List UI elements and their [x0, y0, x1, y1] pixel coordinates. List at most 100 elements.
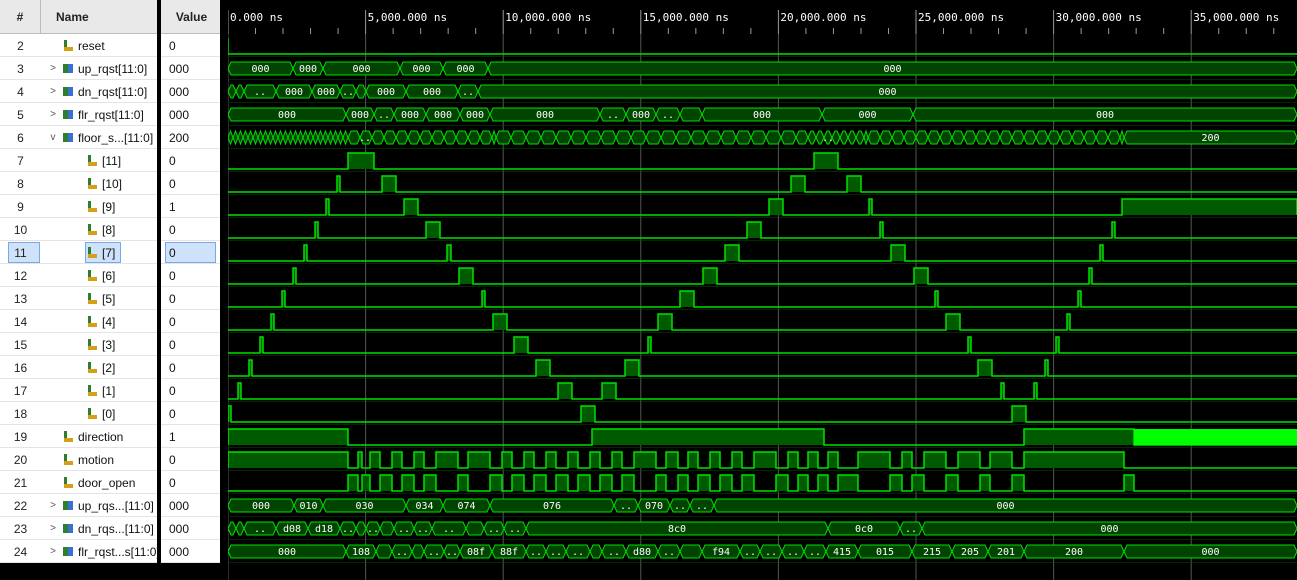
bus-icon	[63, 546, 73, 557]
panel-separator[interactable]	[220, 0, 224, 580]
signal-name-cell[interactable]: [1]	[87, 379, 115, 402]
signal-row-20[interactable]	[0, 448, 157, 471]
bus-segment	[407, 130, 421, 145]
signal-row-22[interactable]	[0, 494, 157, 517]
header-value[interactable]: Value	[160, 0, 224, 34]
row-number: 19	[13, 429, 28, 444]
signal-name-cell[interactable]: [7]	[87, 241, 115, 264]
chevron-right-icon[interactable]: >	[50, 63, 56, 74]
signal-name-cell[interactable]: [5]	[87, 287, 115, 310]
header-name[interactable]: Name	[41, 0, 160, 34]
signal-row-18[interactable]	[0, 402, 157, 425]
signal-name-cell[interactable]: > dn_rqst[11:0]	[47, 80, 147, 103]
signal-name-cell[interactable]: > flr_rqst[11:0]	[47, 103, 144, 126]
signal-name-cell[interactable]: [9]	[87, 195, 115, 218]
signal-row-16[interactable]	[0, 356, 157, 379]
value-cell-bg	[161, 34, 220, 57]
chevron-right-icon[interactable]: >	[50, 500, 56, 511]
signal-row-9[interactable]	[0, 195, 157, 218]
signal-row-19[interactable]	[0, 425, 157, 448]
waveform-canvas[interactable]: 0.000 ns 5,000.000 ns 10,000.000 ns 15,000.…	[228, 0, 1297, 580]
signal-icon	[87, 385, 97, 396]
bus-value-label: 000	[423, 87, 441, 98]
bus-value-label: 201	[997, 547, 1015, 558]
bus-value-label: 000	[753, 110, 771, 121]
motion-high	[666, 452, 678, 468]
floor-bit-pulse	[581, 406, 595, 422]
signal-row-7[interactable]	[0, 149, 157, 172]
signal-name-cell[interactable]: > dn_rqs...[11:0]	[47, 517, 154, 540]
signal-name-cell[interactable]: [0]	[87, 402, 115, 425]
row-number: 9	[17, 199, 24, 214]
chevron-down-icon[interactable]: v	[50, 132, 56, 143]
signal-row-3[interactable]	[0, 57, 157, 80]
bus-value-label: 000	[536, 110, 554, 121]
bus-value-label: ..	[787, 547, 799, 558]
bus-value-label: 000	[252, 501, 270, 512]
signal-row-5[interactable]	[0, 103, 157, 126]
signal-name-cell[interactable]: reset	[63, 34, 105, 57]
signal-name: [11]	[102, 153, 122, 168]
door-open-high	[348, 475, 358, 491]
signal-name-cell[interactable]: [4]	[87, 310, 115, 333]
signal-name: [5]	[102, 291, 116, 306]
signal-name-cell[interactable]: [10]	[87, 172, 122, 195]
chevron-right-icon[interactable]: >	[50, 109, 56, 120]
header-num[interactable]: #	[0, 0, 41, 34]
signal-name-cell[interactable]: [2]	[87, 356, 115, 379]
signal-row-12[interactable]	[0, 264, 157, 287]
signal-row-17[interactable]	[0, 379, 157, 402]
bus-value-label: 000	[299, 64, 317, 75]
bus-value-label: ..	[572, 547, 584, 558]
signal-name-cell[interactable]: [11]	[87, 149, 121, 172]
signal-name-cell[interactable]: [3]	[87, 333, 115, 356]
chevron-right-icon[interactable]: >	[50, 546, 56, 557]
bus-segment	[720, 130, 737, 145]
door-open-high	[838, 475, 858, 491]
signal-name-cell[interactable]: direction	[63, 425, 123, 448]
signal-trace	[228, 313, 1297, 331]
bus-icon	[63, 109, 73, 120]
motion-high	[358, 452, 362, 468]
signal-icon	[63, 477, 73, 488]
signal-icon	[87, 316, 97, 327]
bus-value-label: 000	[317, 87, 335, 98]
bus-segment	[847, 130, 857, 145]
signal-row-4[interactable]	[0, 80, 157, 103]
signal-row-8[interactable]	[0, 172, 157, 195]
signal-name-cell[interactable]: motion	[63, 448, 114, 471]
signal-row-15[interactable]	[0, 333, 157, 356]
signal-name-cell[interactable]: v floor_s...[11:0]	[47, 126, 154, 149]
value-cell-bg	[161, 264, 220, 287]
signal-row-24[interactable]	[0, 540, 157, 563]
door-open-high	[946, 475, 958, 491]
floor-bit-pulse	[1078, 291, 1081, 307]
signal-value: 0	[169, 452, 176, 467]
row-number: 13	[13, 291, 28, 306]
signal-row-2[interactable]	[0, 34, 157, 57]
bus-value-label: 000	[352, 64, 370, 75]
direction-high	[228, 429, 348, 445]
signal-row-14[interactable]	[0, 310, 157, 333]
signal-name-cell[interactable]: > up_rqst[11:0]	[47, 57, 147, 80]
column-separator[interactable]	[157, 0, 161, 580]
signal-name-cell[interactable]: door_open	[63, 471, 135, 494]
signal-row-23[interactable]	[0, 517, 157, 540]
signal-name-cell[interactable]: [6]	[87, 264, 115, 287]
motion-high	[808, 452, 818, 468]
bus-value-label: 415	[833, 547, 851, 558]
signal-row-10[interactable]	[0, 218, 157, 241]
signal-row-21[interactable]	[0, 471, 157, 494]
bus-segment	[1095, 130, 1109, 145]
floor-bit-pulse	[238, 383, 241, 399]
signal-value: 0	[169, 337, 176, 352]
signal-name-cell[interactable]: [8]	[87, 218, 115, 241]
signal-name-cell[interactable]: > flr_rqst...s[11:0]	[47, 540, 160, 563]
signal-row-6[interactable]	[0, 126, 157, 149]
chevron-right-icon[interactable]: >	[50, 523, 56, 534]
signal-row-13[interactable]	[0, 287, 157, 310]
signal-name-cell[interactable]: > up_rqs...[11:0]	[47, 494, 154, 517]
signal-icon	[87, 224, 97, 235]
bus-value-label: ..	[428, 547, 440, 558]
chevron-right-icon[interactable]: >	[50, 86, 56, 97]
